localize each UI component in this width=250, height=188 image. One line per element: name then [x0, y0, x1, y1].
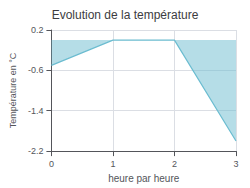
svg-text:Evolution de la température: Evolution de la température — [52, 8, 199, 22]
svg-text:2: 2 — [172, 159, 177, 169]
svg-text:heure par heure: heure par heure — [108, 173, 180, 184]
svg-text:3: 3 — [233, 159, 238, 169]
svg-text:0.2: 0.2 — [31, 25, 44, 35]
svg-text:0: 0 — [49, 159, 54, 169]
svg-text:1: 1 — [110, 159, 115, 169]
svg-text:-1.4: -1.4 — [28, 106, 44, 116]
svg-text:-0.6: -0.6 — [28, 65, 44, 75]
svg-text:-2.2: -2.2 — [28, 146, 44, 156]
svg-text:Température en °C: Température en °C — [8, 52, 18, 128]
